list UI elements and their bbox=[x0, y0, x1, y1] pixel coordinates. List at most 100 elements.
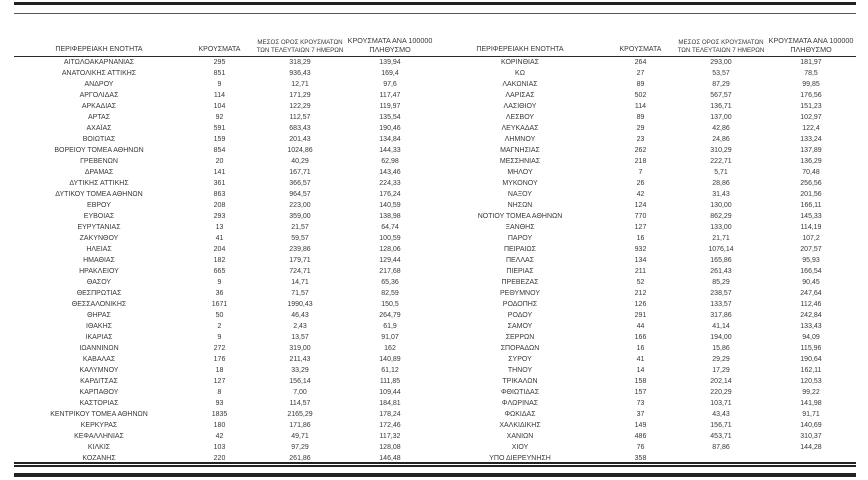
cases-cell: 293 bbox=[213, 213, 226, 220]
cases-cell: 166 bbox=[634, 334, 647, 341]
avg7-cell: 211,43 bbox=[289, 356, 311, 363]
table-row: ΕΥΡΥΤΑΝΙΑΣ 13 21,57 64,74 bbox=[14, 222, 435, 233]
table-row: ΚΕΦΑΛΛΗΝΙΑΣ 42 49,71 117,32 bbox=[14, 431, 435, 442]
region-cell: ΜΗΛΟΥ bbox=[507, 169, 533, 176]
per100k-cell: 144,28 bbox=[800, 444, 822, 451]
top-rule-thin bbox=[14, 13, 856, 14]
table-row: ΧΑΝΙΩΝ 486 453,71 310,37 bbox=[435, 431, 856, 442]
avg7-cell: 21,57 bbox=[291, 224, 309, 231]
region-cell: ΡΕΘΥΜΝΟΥ bbox=[499, 290, 540, 297]
region-cell: ΚΑΒΑΛΑΣ bbox=[82, 356, 116, 363]
col-header-avg7: ΜΕΣΟΣ ΟΡΟΣ ΚΡΟΥΣΜΑΤΩΝ ΤΩΝ ΤΕΛΕΥΤΑΙΩΝ 7 Η… bbox=[676, 20, 766, 57]
region-cell: ΑΝΑΤΟΛΙΚΗΣ ΑΤΤΙΚΗΣ bbox=[61, 70, 137, 77]
region-cell: ΣΠΟΡΑΔΩΝ bbox=[500, 345, 540, 352]
table-row: ΡΟΔΟΥ 291 317,86 242,84 bbox=[435, 310, 856, 321]
region-cell: ΣΥΡΟΥ bbox=[508, 356, 532, 363]
cases-cell: 104 bbox=[213, 103, 226, 110]
cases-cell: 16 bbox=[636, 235, 645, 242]
avg7-cell: 17,29 bbox=[712, 367, 730, 374]
avg7-cell: 112,57 bbox=[289, 114, 311, 121]
table-row: ΚΑΡΔΙΤΣΑΣ 127 156,14 111,85 bbox=[14, 376, 435, 387]
avg7-cell: 261,43 bbox=[710, 268, 732, 275]
cases-cell: 37 bbox=[636, 411, 645, 418]
regional-cases-table-right: ΠΕΡΙΦΕΡΕΙΑΚΗ ΕΝΟΤΗΤΑ ΚΡΟΥΣΜΑΤΑ ΜΕΣΟΣ ΟΡΟ… bbox=[435, 20, 856, 464]
cases-cell: 89 bbox=[636, 81, 645, 88]
cases-cell: 854 bbox=[213, 147, 226, 154]
cases-cell: 486 bbox=[634, 433, 647, 440]
cases-cell: 770 bbox=[634, 213, 647, 220]
col-header-avg7-line1: ΜΕΣΟΣ ΟΡΟΣ ΚΡΟΥΣΜΑΤΩΝ bbox=[257, 39, 343, 46]
avg7-cell: 53,57 bbox=[712, 70, 730, 77]
cases-cell: 182 bbox=[213, 257, 226, 264]
avg7-cell: 1024,86 bbox=[287, 147, 313, 154]
regional-cases-tables: ΠΕΡΙΦΕΡΕΙΑΚΗ ΕΝΟΤΗΤΑ ΚΡΟΥΣΜΑΤΑ ΜΕΣΟΣ ΟΡΟ… bbox=[14, 20, 856, 464]
region-cell: ΦΛΩΡΙΝΑΣ bbox=[501, 400, 539, 407]
avg7-cell: 29,29 bbox=[712, 356, 730, 363]
table-row: ΛΕΥΚΑΔΑΣ 29 42,86 122,4 bbox=[435, 123, 856, 134]
region-cell: ΘΑΣΟΥ bbox=[86, 279, 112, 286]
per100k-cell: 91,71 bbox=[802, 411, 820, 418]
region-cell: ΧΑΝΙΩΝ bbox=[506, 433, 534, 440]
cases-cell: 89 bbox=[636, 114, 645, 121]
avg7-cell: 5,71 bbox=[714, 169, 728, 176]
avg7-cell: 862,29 bbox=[710, 213, 732, 220]
cases-cell: 134 bbox=[634, 257, 647, 264]
region-cell: ΘΕΣΠΡΩΤΙΑΣ bbox=[76, 290, 122, 297]
cases-cell: 16 bbox=[636, 345, 645, 352]
table-row: ΛΗΜΝΟΥ 23 24,86 133,24 bbox=[435, 134, 856, 145]
per100k-cell: 137,89 bbox=[800, 147, 822, 154]
table-row: ΤΡΙΚΑΛΩΝ 158 202,14 120,53 bbox=[435, 376, 856, 387]
avg7-cell: 46,43 bbox=[291, 312, 309, 319]
per100k-cell: 82,59 bbox=[381, 290, 399, 297]
per100k-cell: 133,43 bbox=[800, 323, 822, 330]
table-row: ΠΡΕΒΕΖΑΣ 52 85,29 90,45 bbox=[435, 277, 856, 288]
avg7-cell: 87,29 bbox=[712, 81, 730, 88]
cases-cell: 114 bbox=[634, 103, 647, 110]
bottom-rule-double-lower bbox=[14, 465, 856, 467]
header-row: ΠΕΡΙΦΕΡΕΙΑΚΗ ΕΝΟΤΗΤΑ ΚΡΟΥΣΜΑΤΑ ΜΕΣΟΣ ΟΡΟ… bbox=[14, 20, 435, 57]
avg7-cell: 238,57 bbox=[710, 290, 732, 297]
avg7-cell: 239,86 bbox=[289, 246, 311, 253]
col-header-avg7-line1: ΜΕΣΟΣ ΟΡΟΣ ΚΡΟΥΣΜΑΤΩΝ bbox=[678, 39, 764, 46]
per100k-cell: 100,59 bbox=[379, 235, 401, 242]
cases-cell: 665 bbox=[213, 268, 226, 275]
table-row: ΑΙΤΩΛΟΑΚΑΡΝΑΝΙΑΣ 295 318,29 139,94 bbox=[14, 57, 435, 69]
avg7-cell: 49,71 bbox=[291, 433, 309, 440]
table-row: ΞΑΝΘΗΣ 127 133,00 114,19 bbox=[435, 222, 856, 233]
cases-cell: 36 bbox=[215, 290, 224, 297]
per100k-cell: 151,23 bbox=[800, 103, 822, 110]
cases-cell: 44 bbox=[636, 323, 645, 330]
table-row: ΜΕΣΣΗΝΙΑΣ 218 222,71 136,29 bbox=[435, 156, 856, 167]
avg7-cell: 85,29 bbox=[712, 279, 730, 286]
avg7-cell: 156,14 bbox=[289, 378, 311, 385]
per100k-cell: 90,45 bbox=[802, 279, 820, 286]
region-cell: ΑΧΑΪΑΣ bbox=[86, 125, 112, 132]
col-header-per100k-line2: ΠΛΗΘΥΣΜΟ bbox=[790, 44, 832, 54]
cases-cell: 26 bbox=[636, 180, 645, 187]
col-header-per100k-line1: ΚΡΟΥΣΜΑΤΑ ΑΝΑ 100000 bbox=[347, 36, 433, 45]
table-row: ΗΛΕΙΑΣ 204 239,86 128,06 bbox=[14, 244, 435, 255]
table-row: ΝΟΤΙΟΥ ΤΟΜΕΑ ΑΘΗΝΩΝ 770 862,29 145,33 bbox=[435, 211, 856, 222]
table-row: ΕΒΡΟΥ 208 223,00 140,59 bbox=[14, 200, 435, 211]
table-row: ΚΑΛΥΜΝΟΥ 18 33,29 61,12 bbox=[14, 365, 435, 376]
per100k-cell: 122,4 bbox=[802, 125, 820, 132]
col-header-per100k: ΚΡΟΥΣΜΑΤΑ ΑΝΑ 100000 ΠΛΗΘΥΣΜΟ bbox=[766, 20, 856, 57]
avg7-cell: 59,57 bbox=[291, 235, 309, 242]
cases-cell: 358 bbox=[634, 455, 647, 462]
table-row: ΣΑΜΟΥ 44 41,14 133,43 bbox=[435, 321, 856, 332]
region-cell: ΛΗΜΝΟΥ bbox=[504, 136, 536, 143]
region-cell: ΖΑΚΥΝΘΟΥ bbox=[79, 235, 119, 242]
cases-cell: 18 bbox=[215, 367, 224, 374]
table-row: ΛΑΡΙΣΑΣ 502 567,57 176,56 bbox=[435, 90, 856, 101]
region-cell: ΑΡΤΑΣ bbox=[87, 114, 111, 121]
bottom-rule-double-upper bbox=[14, 462, 856, 464]
table-row: ΜΑΓΝΗΣΙΑΣ 262 310,29 137,89 bbox=[435, 145, 856, 156]
avg7-cell: 31,43 bbox=[712, 191, 730, 198]
per100k-cell: 145,33 bbox=[800, 213, 822, 220]
per100k-cell: 264,79 bbox=[379, 312, 401, 319]
region-cell: ΣΑΜΟΥ bbox=[507, 323, 533, 330]
cases-cell: 73 bbox=[636, 400, 645, 407]
avg7-cell: 12,71 bbox=[291, 81, 309, 88]
table-row: ΧΙΟΥ 76 87,86 144,28 bbox=[435, 442, 856, 453]
